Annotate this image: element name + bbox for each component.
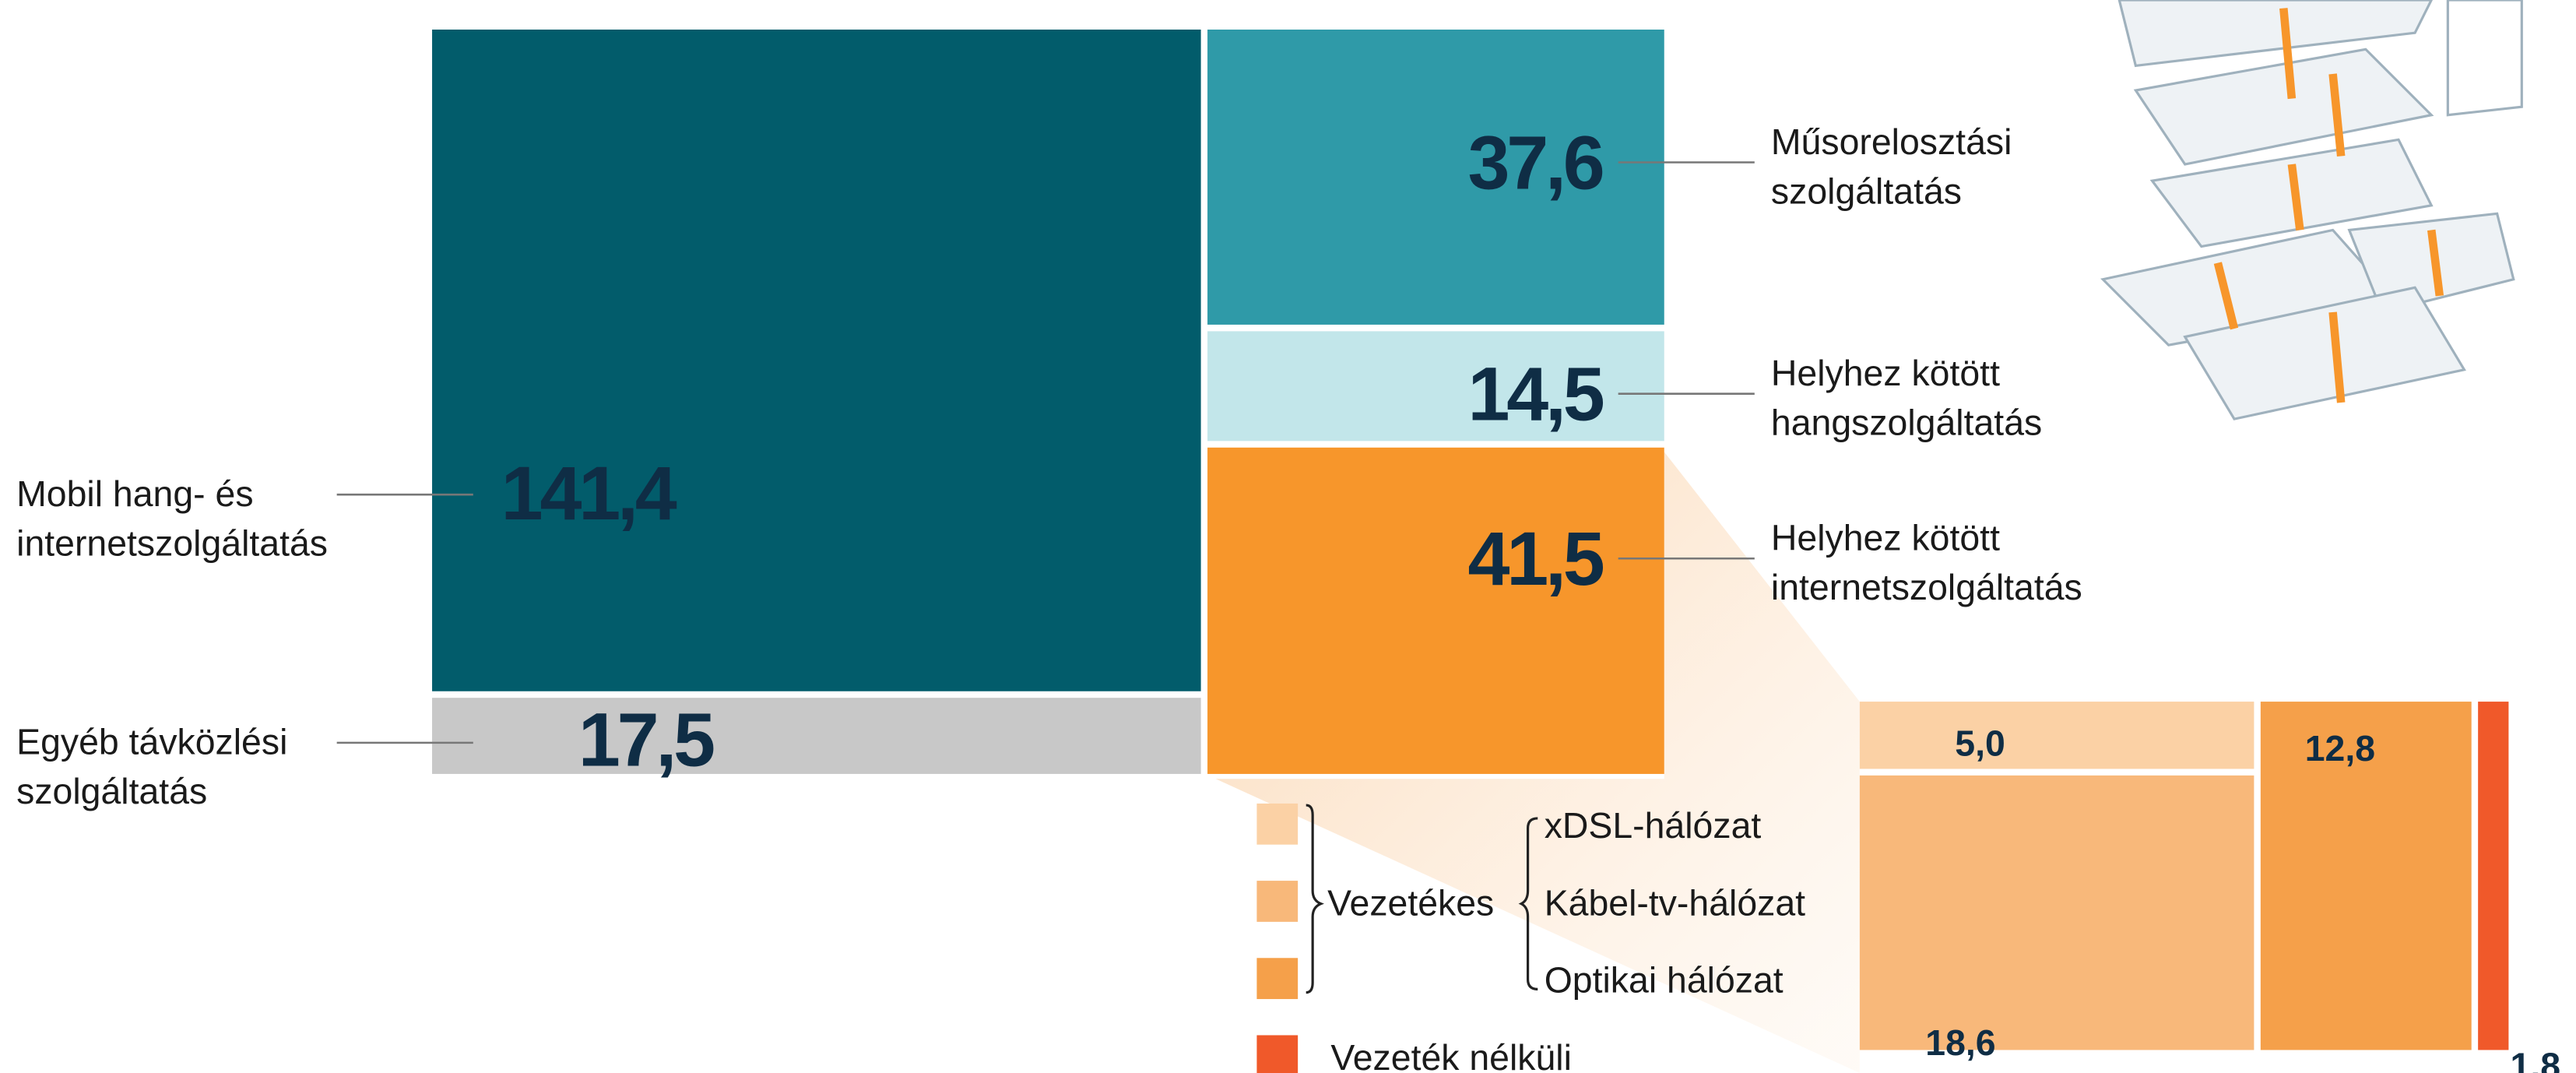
treemap-cell [432, 29, 1201, 691]
breakdown-value-label: 18,6 [1925, 1022, 1995, 1063]
value-label: 141,4 [501, 451, 677, 536]
treemap-cell [1207, 447, 1664, 774]
breakdown-value-label: 12,8 [2305, 728, 2375, 769]
value-label: 14,5 [1468, 351, 1604, 436]
money-bands [2213, 8, 2444, 403]
treemap-cell [1207, 331, 1664, 442]
category-label: Helyhez kötött internetszolgáltatás [1771, 518, 2082, 607]
value-label: 41,5 [1468, 516, 1604, 601]
category-label: Helyhez kötött hangszolgáltatás [1771, 353, 2042, 442]
legend-label: Optikai hálózat [1545, 960, 1784, 1001]
breakdown-cell [1859, 702, 2254, 769]
legend-label: xDSL-hálózat [1545, 805, 1762, 846]
legend-swatch [1256, 803, 1299, 845]
legend-braces [1306, 804, 1538, 994]
legend-swatch [1256, 881, 1299, 922]
legend-swatch [1256, 1035, 1299, 1073]
legend-swatch [1256, 958, 1299, 1000]
category-label: Mobil hang- és internetszolgáltatás [16, 473, 328, 563]
breakdown-cell [2260, 702, 2472, 1050]
treemap-cell [432, 698, 1201, 774]
money-illustration [2100, 0, 2523, 420]
value-label: 37,6 [1468, 120, 1603, 205]
legend-group-label: Vezetékes [1327, 882, 1494, 923]
category-label: Egyéb távközlési szolgáltatás [16, 722, 287, 811]
legend-label: Kábel-tv-hálózat [1545, 882, 1805, 923]
value-label: 17,5 [578, 697, 714, 782]
breakdown-value-label: 1,8 [2511, 1045, 2561, 1073]
breakdown-value-label: 5,0 [1955, 723, 2005, 764]
legend-label: Vezeték nélküli [1330, 1037, 1572, 1073]
zoom-wedge [1215, 452, 1860, 1073]
treemap-cell [1207, 29, 1664, 325]
breakdown-cell [1859, 775, 2254, 1050]
category-label: Műsorelosztási szolgáltatás [1771, 121, 2012, 211]
breakdown-cell [2478, 702, 2509, 1050]
